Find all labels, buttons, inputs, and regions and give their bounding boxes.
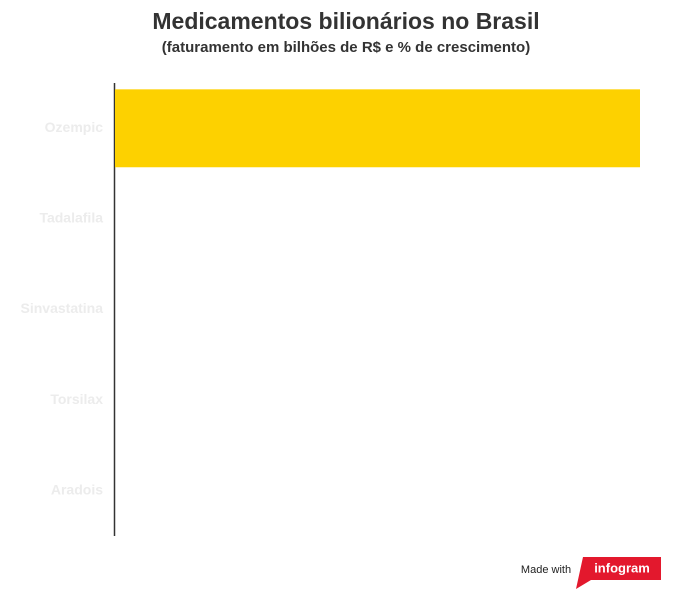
category-label: Aradois	[51, 481, 103, 497]
chart-title: Medicamentos bilionários no Brasil	[152, 8, 539, 34]
chart-subtitle: (faturamento em bilhões de R$ e % de cre…	[162, 39, 530, 56]
made-with: Made with	[521, 564, 571, 576]
category-label: Tadalafila	[39, 210, 103, 226]
brand-badge[interactable]	[576, 557, 661, 589]
category-label: Ozempic	[45, 119, 104, 135]
bar	[115, 89, 640, 168]
category-label: Sinvastatina	[21, 300, 104, 316]
brand-name[interactable]: infogram	[594, 560, 650, 575]
category-label: Torsilax	[50, 391, 103, 407]
